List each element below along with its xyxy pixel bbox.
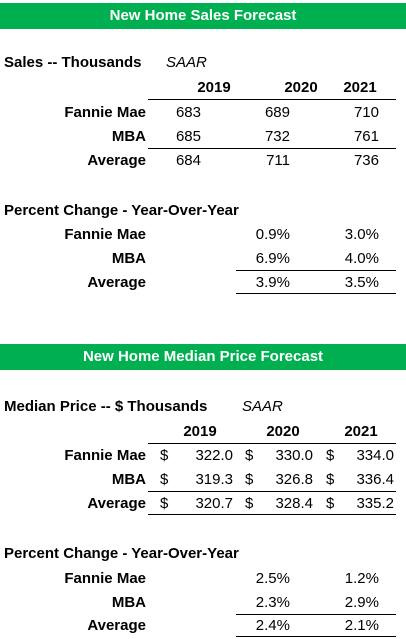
sales-cell: 684 [175, 152, 201, 169]
price-row-label: Fannie Mae [64, 447, 146, 464]
sales-pct-label: MBA [111, 250, 146, 267]
currency-sign: $ [245, 471, 254, 488]
sales-year-2020: 2020 [284, 79, 318, 96]
sales-cell: 685 [175, 128, 201, 145]
price-pct-label: Fannie Mae [64, 570, 146, 587]
price-saar-note: SAAR [242, 398, 283, 415]
price-pct-heading: Percent Change - Year-Over-Year [4, 545, 239, 562]
sales-pct-label: Fannie Mae [64, 226, 146, 243]
sales-cell: 711 [266, 152, 290, 169]
price-cell: 326.8 [275, 471, 313, 488]
price-pct-bottom-rule [236, 636, 396, 637]
sales-cell: 761 [353, 128, 379, 145]
price-cell: 330.0 [275, 447, 313, 464]
currency-sign: $ [160, 471, 169, 488]
price-pct-cell: 2.5% [255, 570, 290, 587]
sales-cell: 689 [264, 104, 290, 121]
sales-pct-bottom-rule [236, 293, 396, 294]
price-cell: 336.4 [356, 471, 394, 488]
price-row-label: Average [87, 495, 146, 512]
price-year-2021: 2021 [344, 423, 378, 440]
price-banner: New Home Median Price Forecast [0, 344, 406, 370]
sales-row-label: MBA [111, 128, 146, 145]
currency-sign: $ [326, 471, 335, 488]
sales-cell: 683 [175, 104, 201, 121]
price-cell: 335.2 [356, 495, 394, 512]
sales-cell: 710 [353, 104, 379, 121]
sales-cell: 732 [264, 128, 290, 145]
price-cell: 320.7 [195, 495, 233, 512]
currency-sign: $ [160, 495, 169, 512]
sales-year-2019: 2019 [197, 79, 231, 96]
price-year-2019: 2019 [183, 423, 217, 440]
currency-sign: $ [326, 447, 335, 464]
price-row-label: MBA [111, 471, 146, 488]
price-bottom-rule [148, 514, 396, 515]
currency-sign: $ [160, 447, 169, 464]
currency-sign: $ [326, 495, 335, 512]
sales-pct-cell: 3.5% [344, 274, 379, 291]
sales-pct-cell: 6.9% [255, 250, 290, 267]
sales-pct-cell: 3.0% [344, 226, 379, 243]
sales-pct-cell: 3.9% [255, 274, 290, 291]
sales-pct-label: Average [87, 274, 146, 291]
price-cell: 334.0 [356, 447, 394, 464]
currency-sign: $ [245, 447, 254, 464]
sales-pct-total-rule [236, 270, 396, 271]
sales-row-label: Average [87, 152, 146, 169]
price-year-2020: 2020 [266, 423, 300, 440]
price-cell: 319.3 [195, 471, 233, 488]
sales-header-rule [148, 99, 396, 100]
sales-total-rule [148, 148, 396, 149]
price-pct-total-rule [236, 614, 396, 615]
sales-banner: New Home Sales Forecast [0, 3, 406, 29]
sales-cell: 736 [353, 152, 379, 169]
price-heading: Median Price -- $ Thousands [4, 398, 208, 415]
sales-pct-cell: 4.0% [344, 250, 379, 267]
price-pct-cell: 2.3% [255, 594, 290, 611]
price-pct-cell: 2.4% [255, 617, 290, 634]
price-pct-cell: 2.1% [344, 617, 379, 634]
price-pct-label: MBA [111, 594, 146, 611]
sales-saar-note: SAAR [166, 54, 207, 71]
price-cell: 328.4 [275, 495, 313, 512]
sales-pct-cell: 0.9% [255, 226, 290, 243]
price-pct-cell: 1.2% [344, 570, 379, 587]
currency-sign: $ [245, 495, 254, 512]
price-cell: 322.0 [195, 447, 233, 464]
sales-year-2021: 2021 [343, 79, 377, 96]
price-header-rule [148, 443, 396, 444]
price-pct-cell: 2.9% [344, 594, 379, 611]
price-total-rule [148, 491, 396, 492]
sales-row-label: Fannie Mae [64, 104, 146, 121]
sales-heading: Sales -- Thousands [4, 54, 142, 71]
price-pct-label: Average [87, 617, 146, 634]
sales-pct-heading: Percent Change - Year-Over-Year [4, 202, 239, 219]
